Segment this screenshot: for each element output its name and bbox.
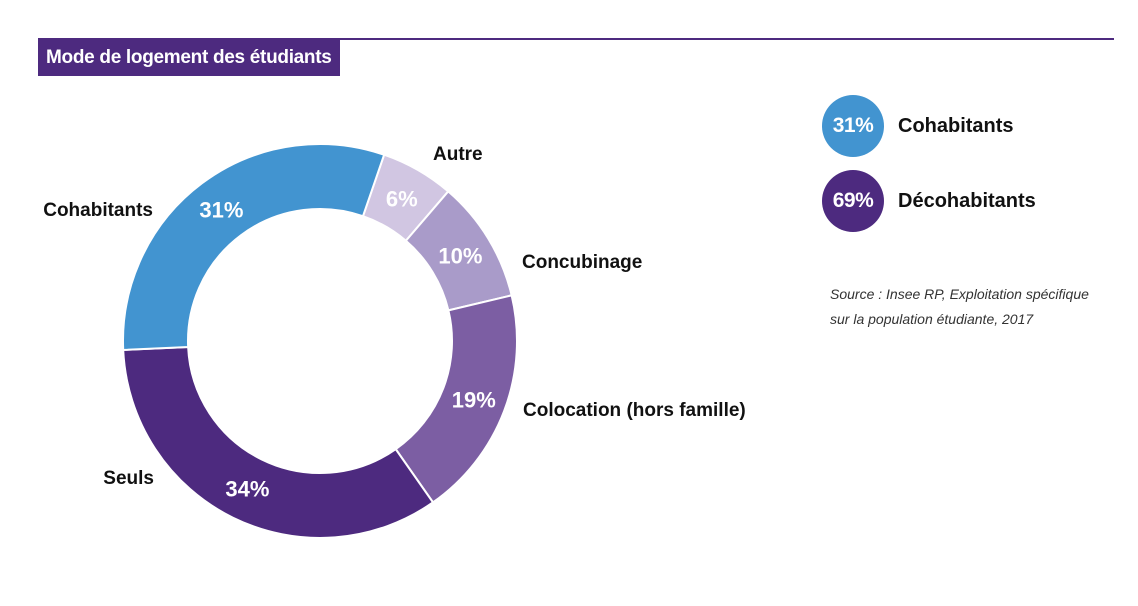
legend-value-cohabitants: 31% xyxy=(822,95,884,157)
value-label-seuls: 34% xyxy=(225,477,269,502)
value-label-autre: 6% xyxy=(386,186,418,211)
source-line-2: sur la population étudiante, 2017 xyxy=(830,311,1034,327)
slice-cohabitants xyxy=(122,143,386,351)
value-label-cohabitants: 31% xyxy=(199,197,243,222)
title-rule xyxy=(38,38,1114,40)
category-label-autre: Autre xyxy=(433,144,483,165)
source-line-1: Source : Insee RP, Exploitation spécifiq… xyxy=(830,286,1089,302)
source-note: Source : Insee RP, Exploitation spécifiq… xyxy=(830,282,1120,332)
category-label-concubinage: Concubinage xyxy=(522,252,642,273)
value-label-colocation-hors-famille: 19% xyxy=(452,387,496,412)
category-label-colocation-hors-famille: Colocation (hors famille) xyxy=(523,400,746,421)
legend-label-cohabitants: Cohabitants xyxy=(898,115,1014,137)
legend-value-decohabitants: 69% xyxy=(822,170,884,232)
legend-label-decohabitants: Décohabitants xyxy=(898,190,1036,212)
category-label-cohabitants: Cohabitants xyxy=(43,200,153,221)
slice-seuls xyxy=(122,345,435,539)
category-label-seuls: Seuls xyxy=(103,468,154,489)
chart-title: Mode de logement des étudiants xyxy=(38,40,340,76)
value-label-concubinage: 10% xyxy=(438,243,482,268)
